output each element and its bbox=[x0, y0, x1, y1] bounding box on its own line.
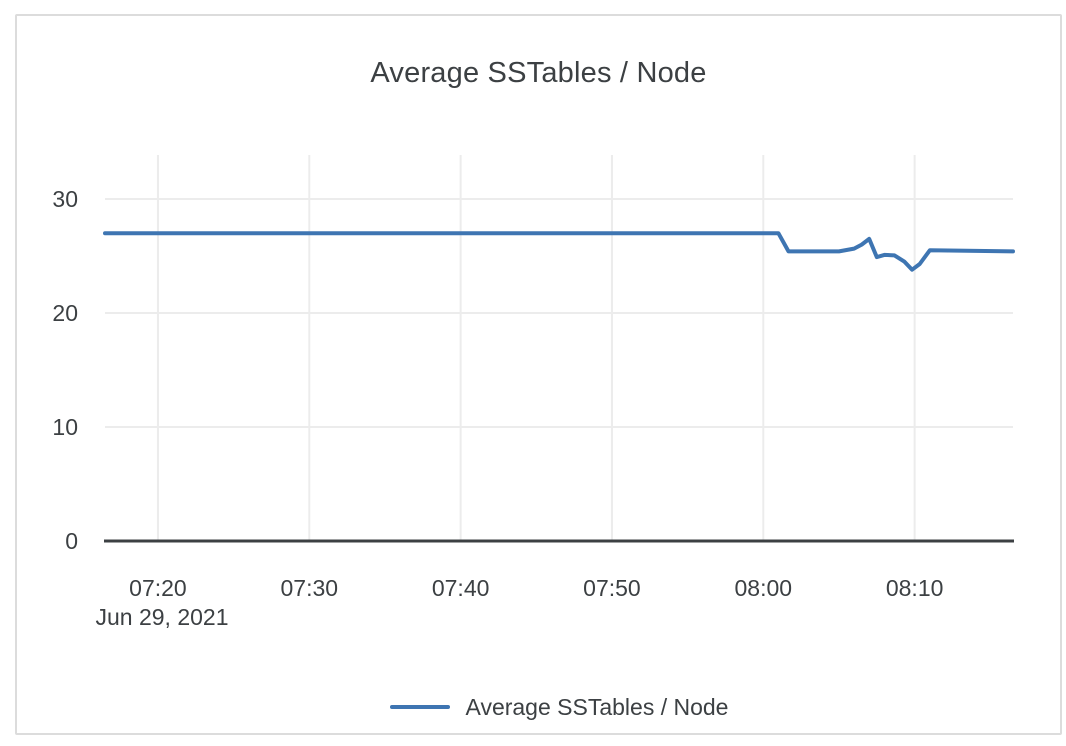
x-tick-label: 07:30 bbox=[280, 575, 339, 601]
chart-card bbox=[15, 14, 1062, 735]
legend-line-swatch bbox=[389, 705, 450, 709]
x-tick-label: 07:40 bbox=[431, 575, 490, 601]
y-tick-label: 10 bbox=[52, 414, 78, 440]
x-tick-label: 07:20 bbox=[129, 575, 187, 601]
x-axis-date-label: Jun 29, 2021 bbox=[95, 604, 229, 630]
x-tick-label: 08:00 bbox=[734, 575, 793, 601]
y-tick-label: 30 bbox=[52, 186, 78, 212]
x-tick-label: 08:10 bbox=[885, 575, 944, 601]
legend: Average SSTables / Node bbox=[105, 692, 1013, 722]
y-tick-label: 0 bbox=[65, 528, 78, 554]
x-tick-label: 07:50 bbox=[583, 575, 641, 601]
legend-label: Average SSTables / Node bbox=[465, 694, 729, 720]
series-line bbox=[103, 231, 1015, 272]
y-tick-label: 20 bbox=[52, 300, 78, 326]
chart-title: Average SSTables / Node bbox=[370, 57, 707, 89]
